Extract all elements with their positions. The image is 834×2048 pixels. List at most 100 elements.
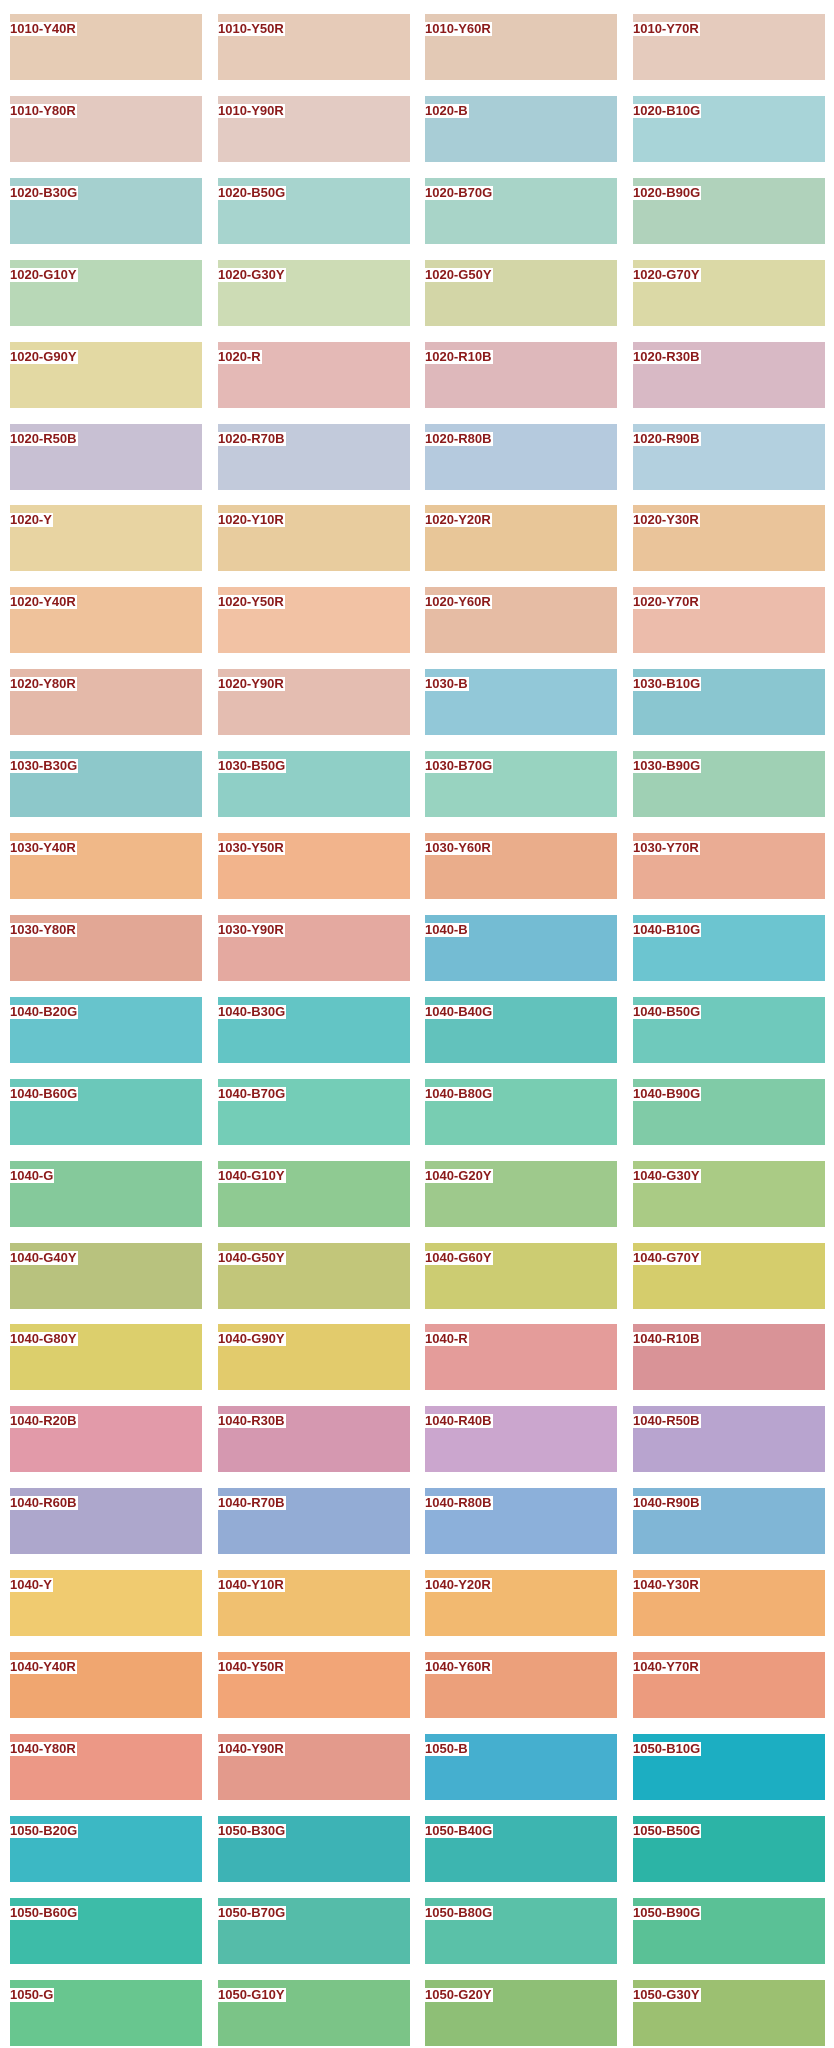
color-swatch[interactable]: 1040-R50B: [633, 1406, 825, 1472]
color-swatch[interactable]: 1040-R60B: [10, 1488, 202, 1554]
color-swatch[interactable]: 1040-G10Y: [218, 1161, 410, 1227]
color-swatch[interactable]: 1030-B10G: [633, 669, 825, 735]
color-swatch[interactable]: 1040-R20B: [10, 1406, 202, 1472]
color-swatch[interactable]: 1040-G40Y: [10, 1243, 202, 1309]
color-swatch[interactable]: 1030-Y90R: [218, 915, 410, 981]
color-swatch[interactable]: 1010-Y70R: [633, 14, 825, 80]
color-swatch[interactable]: 1020-R70B: [218, 424, 410, 490]
color-swatch[interactable]: 1040-G90Y: [218, 1324, 410, 1390]
color-swatch[interactable]: 1050-B50G: [633, 1816, 825, 1882]
color-swatch[interactable]: 1040-R30B: [218, 1406, 410, 1472]
color-swatch[interactable]: 1040-B10G: [633, 915, 825, 981]
color-swatch[interactable]: 1050-B80G: [425, 1898, 617, 1964]
color-swatch[interactable]: 1030-B90G: [633, 751, 825, 817]
color-swatch[interactable]: 1040-G20Y: [425, 1161, 617, 1227]
color-swatch[interactable]: 1030-Y60R: [425, 833, 617, 899]
color-swatch[interactable]: 1040-R80B: [425, 1488, 617, 1554]
color-swatch[interactable]: 1020-R10B: [425, 342, 617, 408]
color-swatch[interactable]: 1050-B60G: [10, 1898, 202, 1964]
color-swatch[interactable]: 1020-R90B: [633, 424, 825, 490]
color-swatch[interactable]: 1050-G20Y: [425, 1980, 617, 2046]
color-swatch[interactable]: 1040-Y: [10, 1570, 202, 1636]
color-swatch[interactable]: 1020-Y30R: [633, 505, 825, 571]
color-swatch[interactable]: 1040-G70Y: [633, 1243, 825, 1309]
color-swatch[interactable]: 1050-B30G: [218, 1816, 410, 1882]
color-swatch[interactable]: 1050-B10G: [633, 1734, 825, 1800]
color-swatch[interactable]: 1030-B30G: [10, 751, 202, 817]
color-swatch[interactable]: 1010-Y60R: [425, 14, 617, 80]
color-swatch[interactable]: 1030-Y50R: [218, 833, 410, 899]
color-swatch[interactable]: 1050-B90G: [633, 1898, 825, 1964]
color-swatch[interactable]: 1040-B40G: [425, 997, 617, 1063]
color-swatch[interactable]: 1020-Y10R: [218, 505, 410, 571]
color-swatch[interactable]: 1020-Y80R: [10, 669, 202, 735]
color-swatch[interactable]: 1020-R30B: [633, 342, 825, 408]
color-swatch[interactable]: 1020-G10Y: [10, 260, 202, 326]
color-swatch[interactable]: 1030-Y40R: [10, 833, 202, 899]
color-swatch[interactable]: 1020-G70Y: [633, 260, 825, 326]
color-swatch[interactable]: 1040-R90B: [633, 1488, 825, 1554]
color-swatch[interactable]: 1010-Y40R: [10, 14, 202, 80]
color-swatch[interactable]: 1040-Y70R: [633, 1652, 825, 1718]
color-swatch[interactable]: 1050-G: [10, 1980, 202, 2046]
color-swatch[interactable]: 1050-B40G: [425, 1816, 617, 1882]
color-swatch[interactable]: 1040-B30G: [218, 997, 410, 1063]
color-swatch[interactable]: 1020-G50Y: [425, 260, 617, 326]
color-swatch[interactable]: 1040-G60Y: [425, 1243, 617, 1309]
color-swatch[interactable]: 1020-Y50R: [218, 587, 410, 653]
color-swatch[interactable]: 1040-Y90R: [218, 1734, 410, 1800]
color-swatch[interactable]: 1040-B: [425, 915, 617, 981]
color-swatch[interactable]: 1020-Y: [10, 505, 202, 571]
color-swatch[interactable]: 1040-R70B: [218, 1488, 410, 1554]
color-swatch[interactable]: 1020-Y40R: [10, 587, 202, 653]
color-swatch[interactable]: 1020-G90Y: [10, 342, 202, 408]
color-swatch[interactable]: 1040-G: [10, 1161, 202, 1227]
color-swatch[interactable]: 1040-Y80R: [10, 1734, 202, 1800]
color-swatch[interactable]: 1020-R50B: [10, 424, 202, 490]
color-swatch[interactable]: 1030-B70G: [425, 751, 617, 817]
color-swatch[interactable]: 1020-B30G: [10, 178, 202, 244]
color-swatch[interactable]: 1020-B70G: [425, 178, 617, 244]
color-swatch[interactable]: 1050-B20G: [10, 1816, 202, 1882]
color-swatch[interactable]: 1040-R: [425, 1324, 617, 1390]
color-swatch[interactable]: 1040-B80G: [425, 1079, 617, 1145]
color-swatch[interactable]: 1050-G10Y: [218, 1980, 410, 2046]
color-swatch[interactable]: 1040-B70G: [218, 1079, 410, 1145]
color-swatch[interactable]: 1010-Y50R: [218, 14, 410, 80]
color-swatch[interactable]: 1040-Y20R: [425, 1570, 617, 1636]
color-swatch[interactable]: 1040-R10B: [633, 1324, 825, 1390]
color-swatch[interactable]: 1040-R40B: [425, 1406, 617, 1472]
color-swatch[interactable]: 1020-B10G: [633, 96, 825, 162]
color-swatch[interactable]: 1030-Y70R: [633, 833, 825, 899]
color-swatch[interactable]: 1020-Y90R: [218, 669, 410, 735]
color-swatch[interactable]: 1020-B: [425, 96, 617, 162]
color-swatch[interactable]: 1020-R: [218, 342, 410, 408]
color-swatch[interactable]: 1020-Y60R: [425, 587, 617, 653]
color-swatch[interactable]: 1020-B90G: [633, 178, 825, 244]
color-swatch[interactable]: 1040-B60G: [10, 1079, 202, 1145]
color-swatch[interactable]: 1040-Y30R: [633, 1570, 825, 1636]
color-swatch[interactable]: 1040-Y60R: [425, 1652, 617, 1718]
color-swatch[interactable]: 1020-G30Y: [218, 260, 410, 326]
color-swatch[interactable]: 1030-Y80R: [10, 915, 202, 981]
color-swatch[interactable]: 1040-G50Y: [218, 1243, 410, 1309]
color-swatch[interactable]: 1020-Y20R: [425, 505, 617, 571]
color-swatch[interactable]: 1040-B50G: [633, 997, 825, 1063]
color-swatch[interactable]: 1030-B: [425, 669, 617, 735]
color-swatch[interactable]: 1020-B50G: [218, 178, 410, 244]
color-swatch[interactable]: 1050-B: [425, 1734, 617, 1800]
color-swatch[interactable]: 1010-Y90R: [218, 96, 410, 162]
color-swatch[interactable]: 1030-B50G: [218, 751, 410, 817]
color-swatch[interactable]: 1020-Y70R: [633, 587, 825, 653]
color-swatch[interactable]: 1040-B20G: [10, 997, 202, 1063]
color-swatch[interactable]: 1040-Y40R: [10, 1652, 202, 1718]
color-swatch[interactable]: 1040-G30Y: [633, 1161, 825, 1227]
color-swatch[interactable]: 1020-R80B: [425, 424, 617, 490]
color-swatch[interactable]: 1010-Y80R: [10, 96, 202, 162]
color-swatch[interactable]: 1040-Y10R: [218, 1570, 410, 1636]
color-swatch[interactable]: 1050-G30Y: [633, 1980, 825, 2046]
color-swatch[interactable]: 1040-G80Y: [10, 1324, 202, 1390]
color-swatch[interactable]: 1040-Y50R: [218, 1652, 410, 1718]
color-swatch[interactable]: 1040-B90G: [633, 1079, 825, 1145]
color-swatch[interactable]: 1050-B70G: [218, 1898, 410, 1964]
